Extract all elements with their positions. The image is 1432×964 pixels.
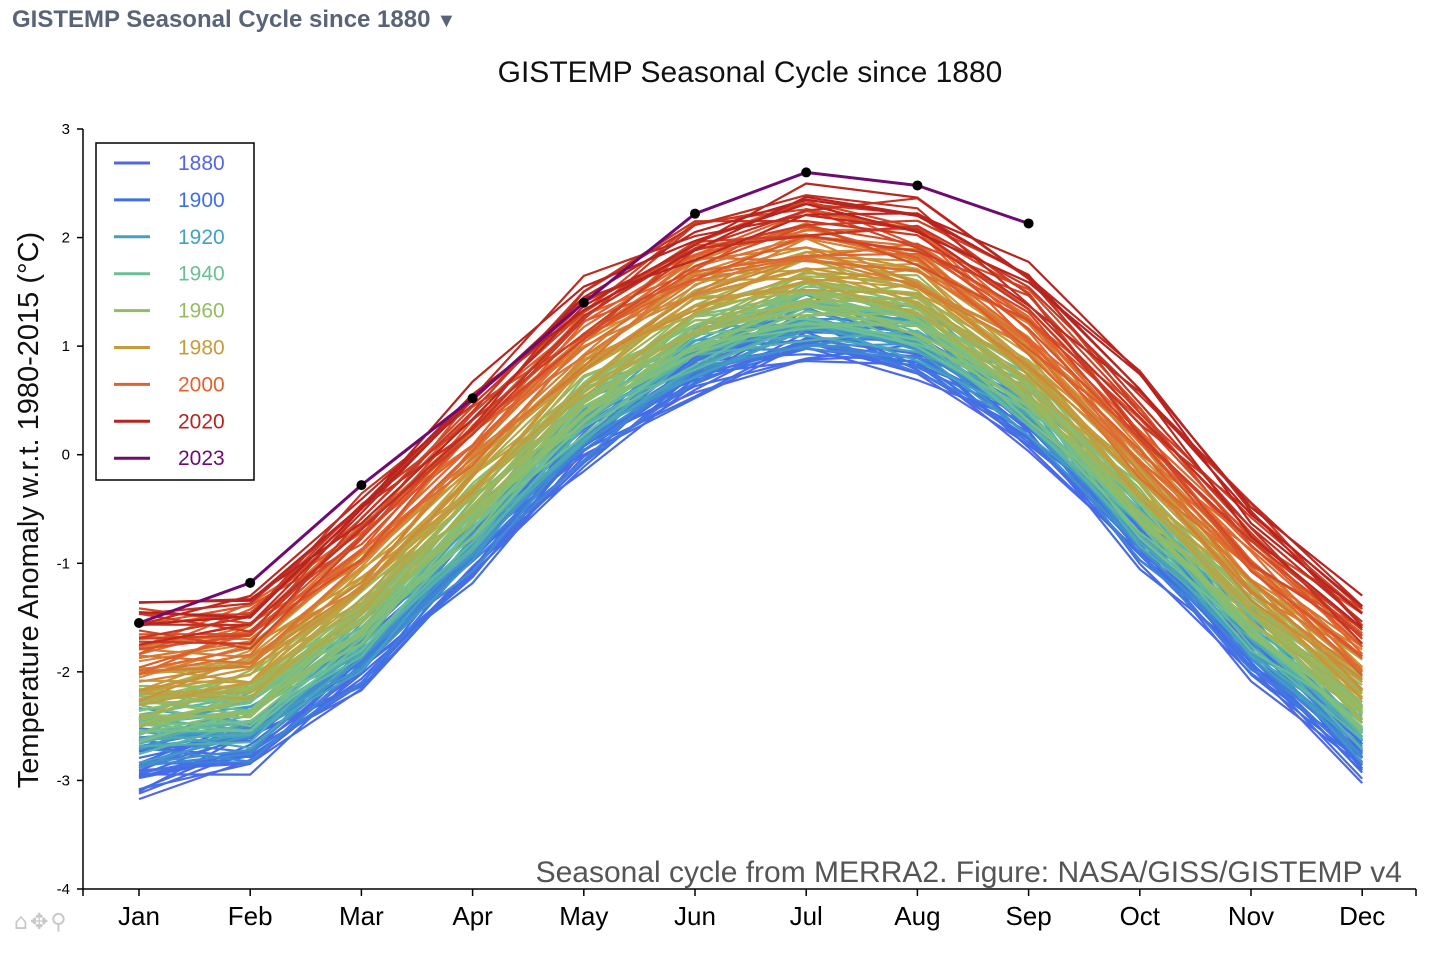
legend-label: 1960 bbox=[178, 300, 225, 323]
point-2023-Feb bbox=[245, 577, 256, 588]
series-layer bbox=[134, 167, 1364, 801]
legend-label: 2023 bbox=[178, 447, 225, 470]
x-tick-label: Apr bbox=[452, 901, 493, 931]
series-line-2022 bbox=[138, 195, 1363, 615]
point-2023-Aug bbox=[912, 180, 923, 191]
page-header-title: GISTEMP Seasonal Cycle since 1880 bbox=[12, 6, 431, 33]
point-2023-Apr bbox=[467, 393, 478, 404]
series-line-2010 bbox=[138, 234, 1363, 640]
legend-label: 2020 bbox=[178, 410, 225, 433]
x-tick-label: Sep bbox=[1005, 901, 1051, 931]
x-tick-label: Feb bbox=[228, 901, 273, 931]
x-tick-label: Oct bbox=[1120, 901, 1161, 931]
x-tick-label: May bbox=[559, 901, 608, 931]
x-tick-label: Mar bbox=[339, 901, 384, 931]
point-2023-Jul bbox=[801, 167, 812, 178]
y-tick-label: 2 bbox=[62, 230, 70, 247]
y-tick-label: 3 bbox=[62, 121, 70, 138]
legend-label: 1920 bbox=[178, 226, 225, 249]
series-line-2001 bbox=[138, 210, 1363, 660]
series-line-2013 bbox=[138, 220, 1363, 645]
legend-label: 2000 bbox=[178, 373, 225, 396]
point-2023-May bbox=[578, 297, 589, 308]
axes-layer: 3 2 1 0 -1 -2 -3 -4 Jan Feb Mar Apr May Jun Jul Aug Sep O… bbox=[57, 121, 1417, 931]
series-line-1983 bbox=[138, 246, 1363, 692]
page-header[interactable]: GISTEMP Seasonal Cycle since 1880 ▼ bbox=[12, 6, 456, 34]
y-tick-label: -1 bbox=[57, 555, 70, 572]
x-tick-label: Dec bbox=[1339, 901, 1385, 931]
legend: 1880 1900 1920 1940 1960 1980 2000 2020 2023 bbox=[95, 142, 255, 481]
series-line-2015 bbox=[138, 197, 1363, 645]
series-line-2018 bbox=[138, 212, 1363, 627]
point-2023-Mar bbox=[356, 480, 367, 491]
series-line-2016 bbox=[138, 194, 1363, 627]
x-tick-label: Aug bbox=[894, 901, 940, 931]
zoom-icon[interactable]: ⚲ bbox=[50, 910, 67, 935]
y-tick-label: 0 bbox=[62, 447, 70, 464]
legend-label: 1900 bbox=[178, 189, 225, 212]
chart-title: GISTEMP Seasonal Cycle since 1880 bbox=[498, 56, 1003, 89]
series-line-2019 bbox=[138, 182, 1363, 629]
plot-toolbar: ⌂ ✥ ⚲ bbox=[14, 912, 67, 934]
x-tick-label: Jan bbox=[118, 901, 160, 931]
y-axis-label: Temperature Anomaly w.r.t. 1980-2015 (°C… bbox=[13, 232, 45, 788]
y-tick-label: -2 bbox=[57, 664, 70, 681]
point-2023-Sep bbox=[1023, 218, 1034, 229]
legend-label: 1980 bbox=[178, 337, 225, 360]
point-2023-Jan bbox=[134, 618, 144, 628]
legend-label: 1880 bbox=[178, 152, 225, 175]
x-tick-label: Nov bbox=[1228, 901, 1274, 931]
series-line-1890 bbox=[138, 319, 1363, 759]
legend-label: 1940 bbox=[178, 263, 225, 286]
series-line-1975 bbox=[138, 250, 1363, 684]
point-2023-Jun bbox=[690, 208, 700, 219]
y-tick-label: 1 bbox=[62, 338, 70, 355]
home-icon[interactable]: ⌂ bbox=[14, 910, 28, 935]
y-tick-label: -3 bbox=[57, 772, 70, 789]
x-tick-label: Jul bbox=[790, 901, 823, 931]
pan-icon[interactable]: ✥ bbox=[29, 910, 49, 935]
y-tick-label: -4 bbox=[57, 881, 70, 898]
x-tick-label: Jun bbox=[674, 901, 716, 931]
triangle-down-icon[interactable]: ▼ bbox=[436, 10, 457, 32]
chart-annotation: Seasonal cycle from MERRA2. Figure: NASA… bbox=[536, 856, 1402, 889]
